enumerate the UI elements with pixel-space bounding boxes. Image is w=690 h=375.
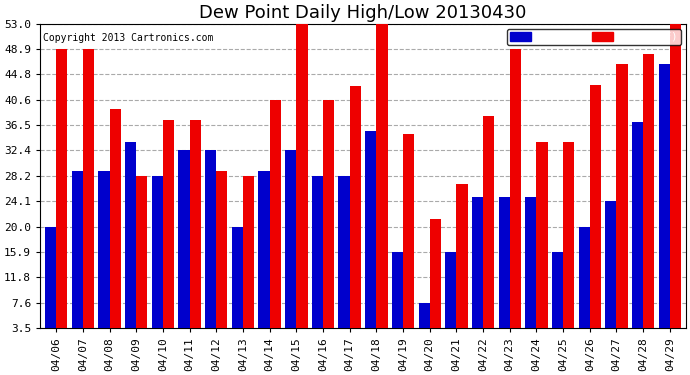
- Bar: [216, 171, 228, 350]
- Bar: [99, 171, 110, 350]
- Bar: [45, 226, 56, 350]
- Bar: [536, 142, 548, 350]
- Bar: [483, 116, 494, 350]
- Bar: [456, 184, 468, 350]
- Bar: [525, 197, 536, 350]
- Bar: [323, 100, 334, 350]
- Bar: [605, 201, 616, 350]
- Bar: [232, 226, 243, 350]
- Bar: [510, 49, 521, 350]
- Bar: [163, 120, 174, 350]
- Bar: [365, 131, 376, 350]
- Bar: [670, 24, 681, 350]
- Bar: [243, 176, 254, 350]
- Bar: [472, 197, 483, 350]
- Bar: [296, 24, 308, 350]
- Bar: [259, 171, 270, 350]
- Title: Dew Point Daily High/Low 20130430: Dew Point Daily High/Low 20130430: [199, 4, 526, 22]
- Bar: [179, 150, 190, 350]
- Bar: [376, 24, 388, 350]
- Bar: [83, 49, 94, 350]
- Bar: [125, 142, 136, 350]
- Bar: [616, 64, 628, 350]
- Bar: [205, 150, 216, 350]
- Bar: [110, 109, 121, 350]
- Bar: [285, 150, 296, 350]
- Bar: [579, 226, 590, 350]
- Bar: [563, 142, 574, 350]
- Bar: [152, 176, 163, 350]
- Legend: Low  (°F), High  (°F): Low (°F), High (°F): [506, 29, 680, 45]
- Bar: [350, 86, 361, 350]
- Bar: [403, 134, 414, 350]
- Bar: [445, 252, 456, 350]
- Bar: [136, 176, 148, 350]
- Bar: [430, 219, 441, 350]
- Bar: [56, 49, 68, 350]
- Bar: [392, 252, 403, 350]
- Bar: [270, 100, 281, 350]
- Bar: [499, 197, 510, 350]
- Text: Copyright 2013 Cartronics.com: Copyright 2013 Cartronics.com: [43, 33, 214, 43]
- Bar: [552, 252, 563, 350]
- Bar: [419, 303, 430, 350]
- Bar: [339, 176, 350, 350]
- Bar: [632, 122, 643, 350]
- Bar: [643, 54, 654, 350]
- Bar: [590, 85, 601, 350]
- Bar: [190, 120, 201, 350]
- Bar: [312, 176, 323, 350]
- Bar: [72, 171, 83, 350]
- Bar: [659, 64, 670, 350]
